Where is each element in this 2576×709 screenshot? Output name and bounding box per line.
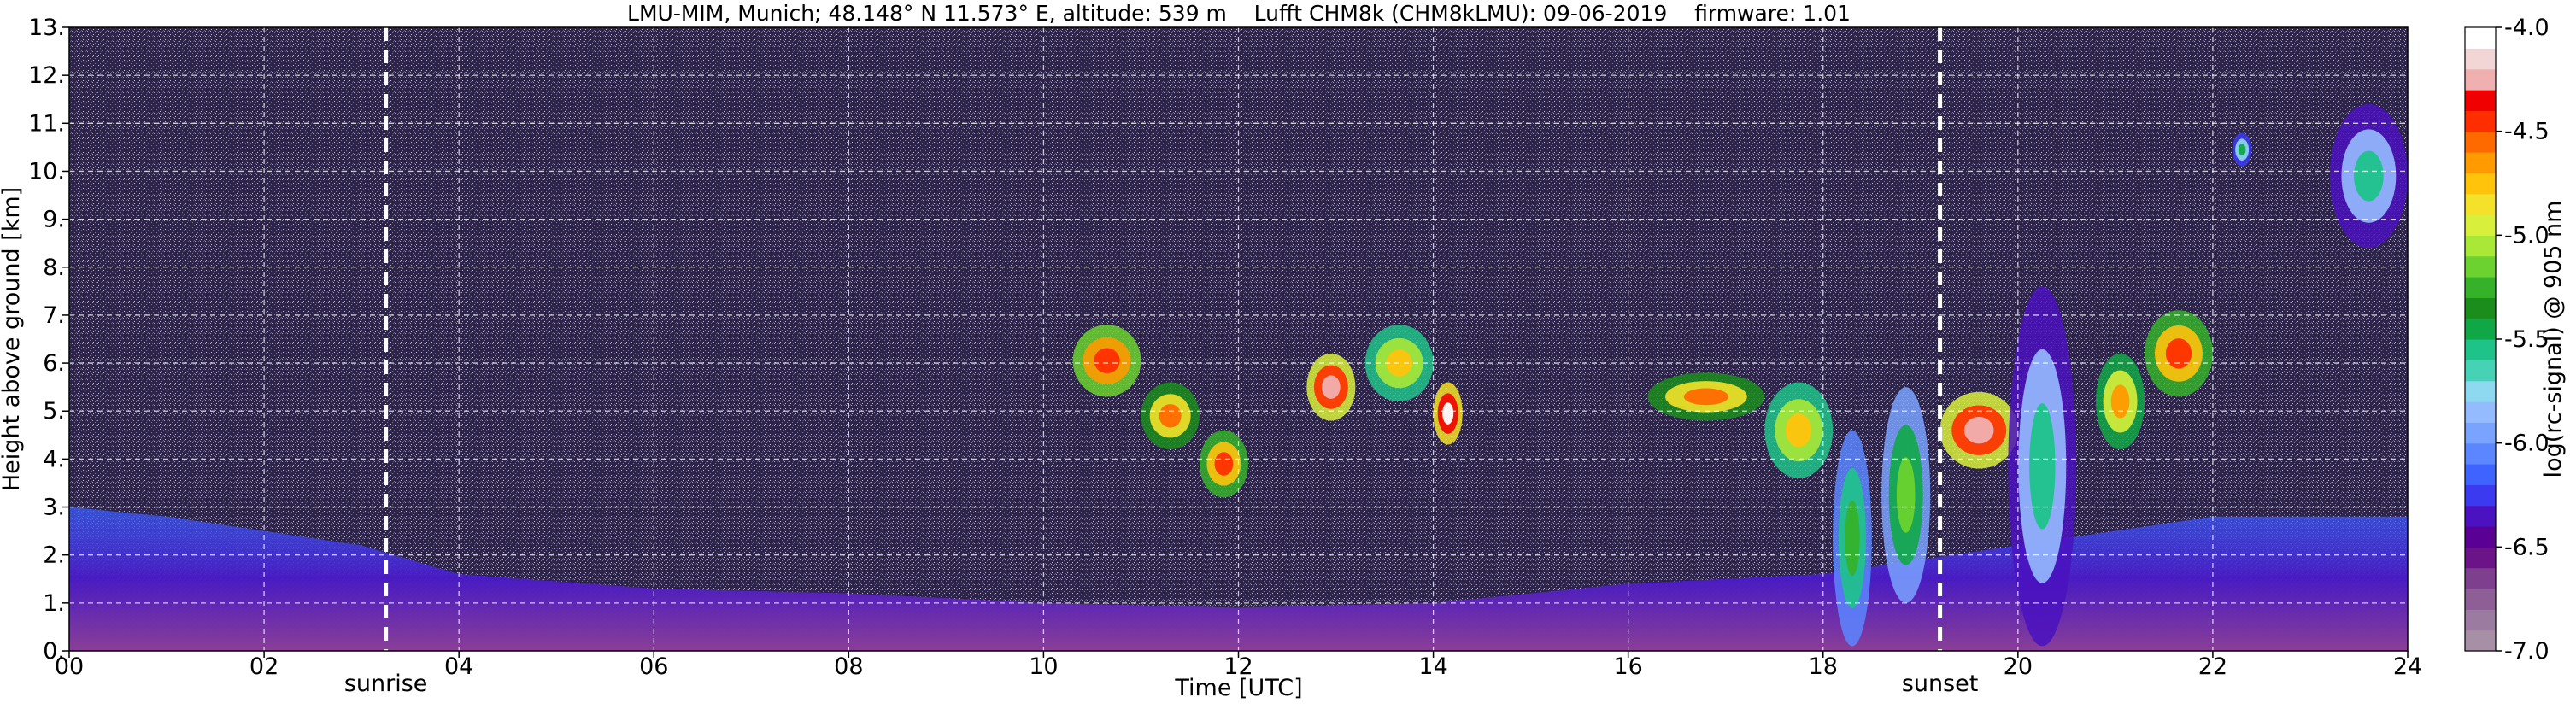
colorbar-tick-label: -4.0 <box>2504 15 2550 41</box>
cloud-layer-10-core <box>1963 416 1994 444</box>
colorbar-swatch <box>2465 567 2496 589</box>
colorbar-swatch <box>2465 401 2496 423</box>
colorbar-swatch <box>2465 547 2496 569</box>
sunrise-label: sunrise <box>344 671 428 697</box>
colorbar-swatch <box>2465 214 2496 236</box>
colorbar-swatch <box>2465 110 2496 132</box>
colorbar-swatch <box>2465 131 2496 153</box>
x-tick-label: 08 <box>834 653 863 680</box>
x-tick-label: 24 <box>2393 653 2422 680</box>
colorbar-swatch <box>2465 380 2496 402</box>
colorbar-swatch <box>2465 630 2496 652</box>
cloud-layers <box>1072 103 2408 647</box>
colorbar-swatch <box>2465 152 2496 173</box>
colorbar-swatch <box>2465 484 2496 507</box>
x-tick-label: 12 <box>1223 653 1253 680</box>
colorbar-swatch <box>2465 464 2496 485</box>
colorbar-swatch <box>2465 173 2496 195</box>
cloud-layer-1-core <box>1159 404 1182 428</box>
colorbar-swatch <box>2465 193 2496 215</box>
sun-markers: sunrise sunset <box>344 27 1979 697</box>
colorbar-swatch <box>2465 360 2496 382</box>
colorbar-swatch <box>2465 422 2496 444</box>
x-tick-label: 10 <box>1029 653 1058 680</box>
y-tick-label: 10. <box>28 158 65 185</box>
cloud-layer-9-core <box>1896 457 1916 533</box>
cloud-layer-7-core <box>1786 413 1812 448</box>
cloud-layer-6-core <box>1683 388 1728 406</box>
sunset-label: sunset <box>1902 671 1979 697</box>
colorbar-swatch <box>2465 589 2496 610</box>
cloud-layer-14-core <box>2238 144 2246 156</box>
colorbar-tick-label: -7.0 <box>2504 638 2550 665</box>
y-tick-label: 8. <box>43 255 65 281</box>
x-tick-label: 14 <box>1418 653 1447 680</box>
y-tick-label: 4. <box>43 446 65 472</box>
x-axis-ticks: 00 02 04 06 08 10 12 14 16 18 20 22 24 <box>55 651 2422 680</box>
colorbar-swatch <box>2465 339 2496 360</box>
colorbar-swatch <box>2465 235 2496 257</box>
x-tick-label: 06 <box>639 653 668 680</box>
cloud-layer-2-core <box>1214 452 1234 476</box>
cloud-layer-0-core <box>1094 348 1120 374</box>
colorbar-swatch <box>2465 526 2496 548</box>
y-tick-label: 12. <box>28 62 65 89</box>
chart-title: LMU-MIM, Munich; 48.148° N 11.573° E, al… <box>627 1 1851 26</box>
colorbar-tick-label: -6.0 <box>2504 431 2550 457</box>
colorbar-swatch <box>2465 318 2496 340</box>
colorbar-label: log(rc-signal) @ 905 nm <box>2540 201 2567 478</box>
y-axis-label: Height above ground [km] <box>0 187 25 491</box>
x-tick-label: 02 <box>249 653 279 680</box>
x-tick-label: 20 <box>2004 653 2033 680</box>
y-tick-label: 2. <box>43 542 65 569</box>
x-tick-label: 04 <box>444 653 473 680</box>
y-tick-label: 6. <box>43 350 65 377</box>
cloud-layer-3-core <box>1322 375 1341 399</box>
colorbar-swatch <box>2465 27 2496 49</box>
x-tick-label: 18 <box>1809 653 1838 680</box>
colorbar-swatch <box>2465 609 2496 631</box>
y-tick-label: 3. <box>43 495 65 521</box>
y-tick-label: 5. <box>43 398 65 425</box>
colorbar-swatch <box>2465 48 2496 70</box>
colorbar-tick-label: -6.5 <box>2504 534 2550 560</box>
y-tick-label: 11. <box>28 110 65 137</box>
colorbar-swatch <box>2465 297 2496 319</box>
y-tick-label: 0. <box>43 638 65 665</box>
cloud-layer-8-core <box>1845 500 1860 577</box>
colorbar-tick-label: -5.5 <box>2504 326 2550 353</box>
cloud-layer-13-core <box>2165 338 2192 369</box>
cloud-layer-15-core <box>2354 150 2384 202</box>
colorbar-swatch <box>2465 90 2496 111</box>
y-tick-label: 9. <box>43 207 65 233</box>
gridlines <box>69 27 2408 651</box>
x-tick-label: 00 <box>55 653 84 680</box>
colorbar-ticks: -4.0 -4.5 -5.0 -5.5 -6.0 -6.5 -7.0 <box>2496 15 2550 665</box>
y-tick-label: 7. <box>43 302 65 329</box>
colorbar-tick-label: -4.5 <box>2504 119 2550 145</box>
x-axis-label: Time [UTC] <box>1174 675 1302 701</box>
colorbar-swatch <box>2465 255 2496 278</box>
y-tick-label: 13. <box>28 15 65 41</box>
colorbar-swatch <box>2465 505 2496 527</box>
cloud-layer-12-core <box>2110 384 2130 419</box>
x-tick-label: 16 <box>1613 653 1642 680</box>
y-axis-ticks: 0. 1. 2. 3. 4. 5. 6. 7. 8. 9. 10. 11. 12. 13. <box>28 15 69 665</box>
x-tick-label: 22 <box>2198 653 2227 680</box>
y-tick-label: 1. <box>43 590 65 617</box>
colorbar-swatch <box>2465 442 2496 465</box>
cloud-layer-11-core <box>2029 403 2056 530</box>
colorbar-tick-label: -5.0 <box>2504 222 2550 249</box>
colorbar-swatch <box>2465 277 2496 298</box>
colorbar <box>2464 26 2497 652</box>
colorbar-swatch <box>2465 68 2496 91</box>
cloud-layer-5-core <box>1442 402 1454 425</box>
